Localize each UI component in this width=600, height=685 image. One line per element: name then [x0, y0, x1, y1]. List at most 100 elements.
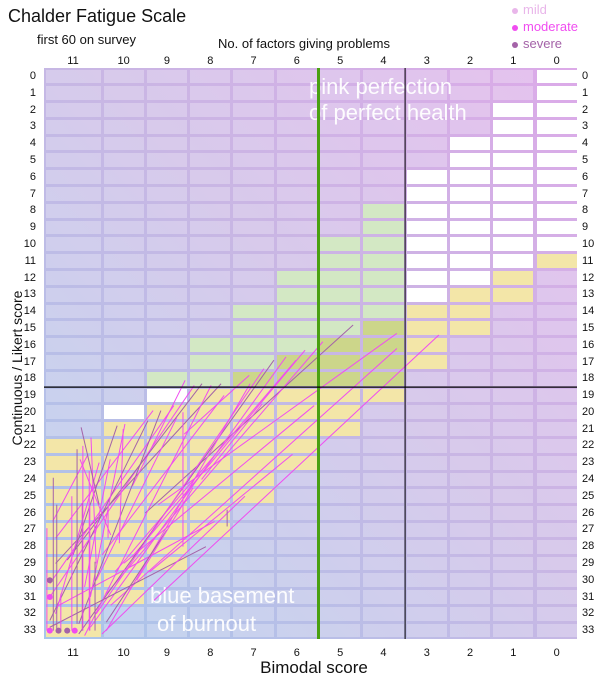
grid-cell: [493, 321, 534, 336]
respondent-line: [105, 383, 251, 631]
grid-cell: [190, 103, 231, 117]
grid-cell: [493, 355, 534, 369]
grid-cell: [320, 271, 361, 285]
grid-cell: [449, 187, 491, 201]
y-tick-label-right: 6: [582, 170, 589, 183]
grid-cell: [536, 304, 577, 319]
grid-cell: [493, 86, 534, 101]
grid-cell: [363, 371, 404, 386]
grid-cell: [493, 304, 534, 319]
grid-cell: [320, 338, 361, 352]
grid-cell: [449, 522, 491, 537]
grid-cell: [190, 153, 231, 168]
y-tick-label-right: 21: [582, 422, 595, 435]
grid-cell: [233, 455, 274, 470]
grid-cell: [276, 556, 317, 571]
grid-cell: [449, 455, 491, 470]
grid-cell: [190, 271, 231, 285]
grid-cell: [493, 287, 534, 302]
x-tick-label-top: 1: [510, 55, 517, 67]
grid-cell: [233, 338, 274, 352]
grid-cell: [406, 489, 447, 504]
grid-cell: [493, 136, 534, 151]
legend-dot-icon: [512, 41, 518, 48]
y-tick-label-left: 6: [29, 170, 36, 183]
grid-cell: [45, 203, 101, 218]
grid-cell: [276, 153, 317, 168]
grid-cell: [493, 422, 534, 436]
grid-cell: [406, 287, 447, 302]
grid-cell: [406, 153, 447, 168]
grid-cell: [146, 355, 188, 369]
grid-cell: [233, 153, 274, 168]
grid-cell: [45, 438, 101, 453]
grid-cell: [449, 287, 491, 302]
grid-cell: [363, 136, 404, 151]
grid-cell: [103, 371, 144, 386]
grid-cell: [493, 271, 534, 285]
grid-cell: [406, 556, 447, 571]
respondent-line: [153, 334, 440, 601]
grid-cell: [449, 556, 491, 571]
grid-cell: [45, 69, 101, 84]
grid-cell: [493, 237, 534, 252]
grid-cell: [406, 506, 447, 520]
grid-cell: [536, 338, 577, 352]
respondent-line: [55, 521, 215, 608]
grid-cell: [146, 170, 188, 185]
grid-cell: [406, 338, 447, 352]
grid-cell: [233, 119, 274, 134]
grid-cell: [449, 136, 491, 151]
grid-cell: [493, 489, 534, 504]
grid-cell: [233, 355, 274, 369]
grid-cell: [146, 203, 188, 218]
x-tick-label-top: 4: [380, 55, 387, 67]
grid-cell: [320, 119, 361, 134]
grid-cell: [406, 573, 447, 588]
grid-cell: [363, 119, 404, 134]
grid-cell: [406, 304, 447, 319]
grid-cell: [493, 623, 534, 638]
y-tick-label-right: 23: [582, 456, 595, 469]
y-tick-label-left: 21: [23, 422, 36, 435]
grid-cell: [276, 590, 317, 604]
grid-cell: [536, 355, 577, 369]
y-tick-label-left: 32: [23, 607, 36, 620]
grid-cell: [449, 438, 491, 453]
y-tick-label-left: 11: [24, 254, 36, 267]
y-tick-label-left: 4: [29, 137, 36, 150]
grid-cell: [103, 153, 144, 168]
grid-cell: [320, 573, 361, 588]
y-tick-label-right: 31: [582, 590, 595, 603]
x-tick-label-top: 2: [466, 55, 474, 67]
grid-cell: [363, 606, 404, 621]
grid-cell: [276, 472, 317, 487]
respondent-line: [136, 487, 194, 581]
grid-cell: [449, 271, 491, 285]
respondent-line: [49, 385, 195, 598]
grid-cell: [233, 438, 274, 453]
grid-cell: [146, 69, 188, 84]
grid-cell: [320, 489, 361, 504]
grid-cell: [190, 355, 231, 369]
grid-cell: [190, 136, 231, 151]
grid-cell: [320, 187, 361, 201]
respondent-line: [72, 425, 118, 556]
grid-cell: [536, 254, 577, 269]
y-tick-label-left: 24: [23, 473, 36, 486]
grid-cell: [103, 254, 144, 269]
grid-cell: [406, 455, 447, 470]
grid-cell: [146, 237, 188, 252]
grid-cell: [406, 237, 447, 252]
grid-cell: [406, 187, 447, 201]
grid-cell: [103, 287, 144, 302]
grid-cell: [493, 506, 534, 520]
grid-cell: [406, 606, 447, 621]
grid-cell: [190, 338, 231, 352]
y-tick-label-left: 3: [29, 120, 36, 133]
grid-cell: [233, 170, 274, 185]
y-tick-label-left: 27: [23, 523, 36, 536]
grid-cell: [449, 489, 491, 504]
grid-cell: [190, 623, 231, 638]
grid-cell: [276, 338, 317, 352]
